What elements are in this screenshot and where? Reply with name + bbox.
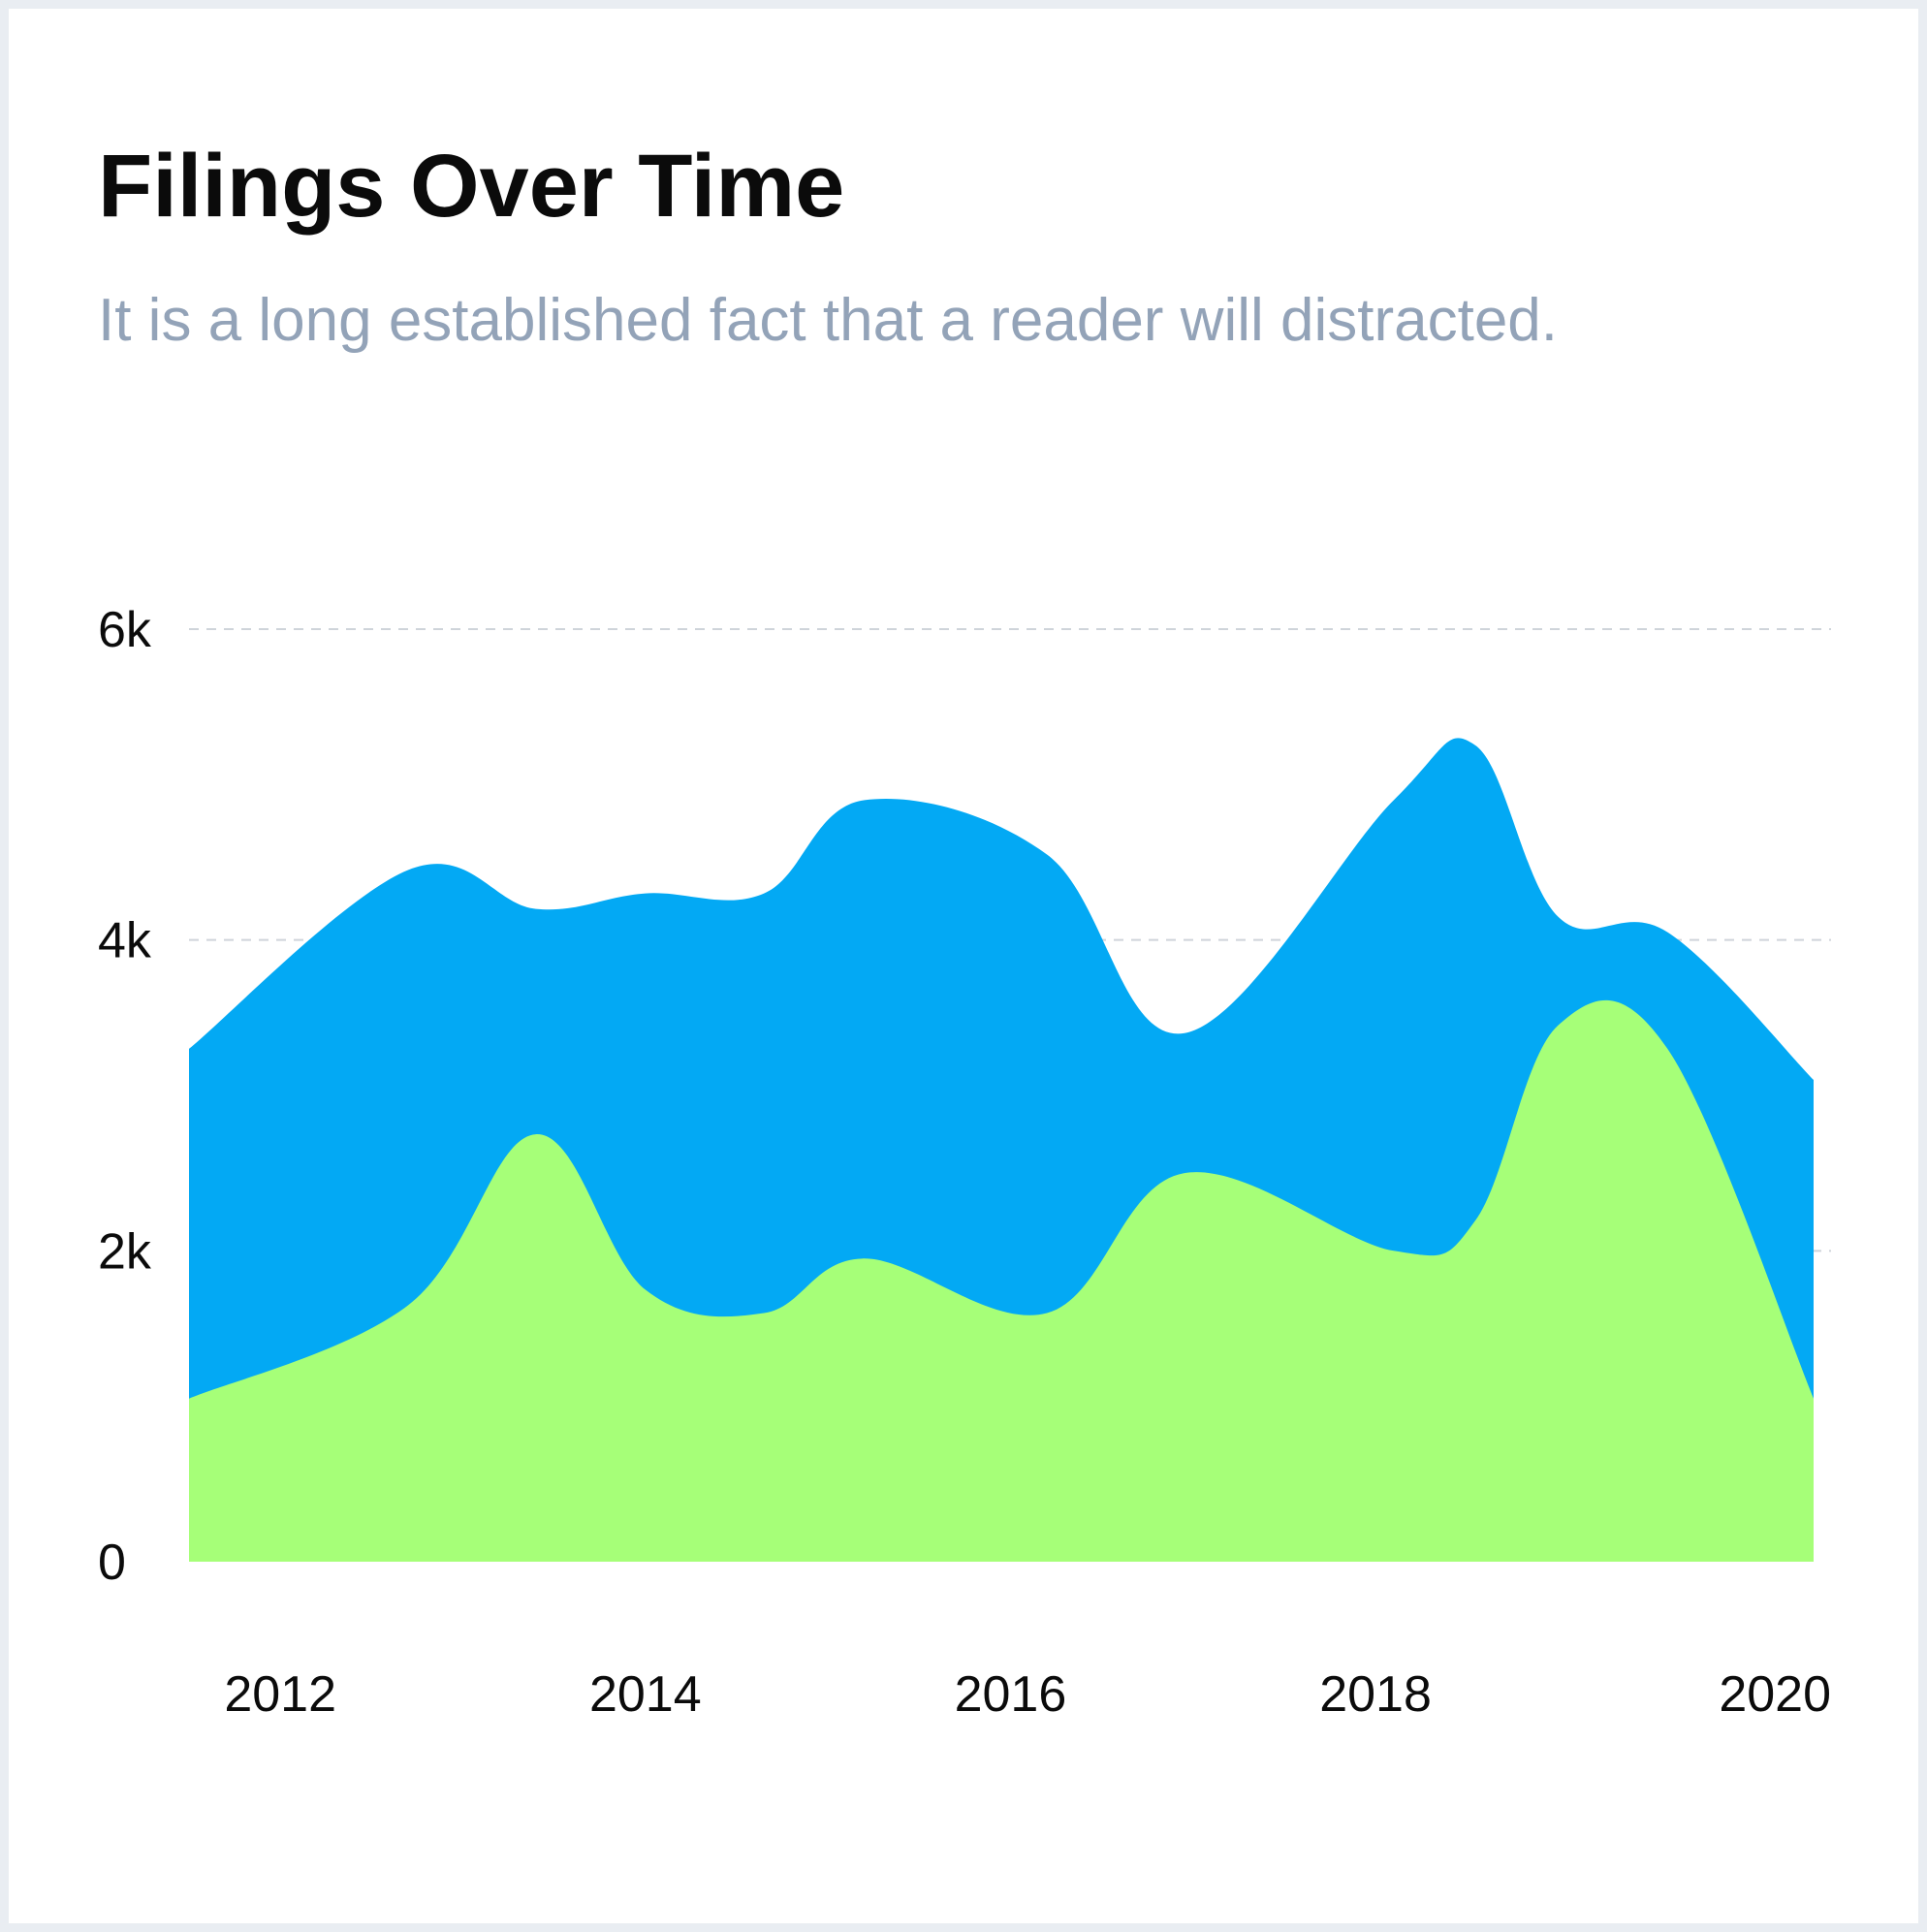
chart-card: Filings Over Time It is a long establish… bbox=[9, 9, 1918, 1923]
area-series-2 bbox=[189, 999, 1814, 1562]
x-tick-label-2016: 2016 bbox=[955, 1666, 1067, 1723]
x-tick-label-2012: 2012 bbox=[224, 1666, 336, 1723]
y-tick-label-4k: 4k bbox=[98, 913, 152, 969]
y-tick-label-2k: 2k bbox=[98, 1223, 152, 1280]
y-tick-label-0: 0 bbox=[98, 1535, 126, 1591]
chart-subtitle: It is a long established fact that a rea… bbox=[98, 287, 1559, 354]
x-tick-label-2018: 2018 bbox=[1319, 1666, 1432, 1723]
x-tick-label-2014: 2014 bbox=[589, 1666, 702, 1723]
y-tick-label-6k: 6k bbox=[98, 602, 152, 658]
x-tick-label-2020: 2020 bbox=[1719, 1666, 1831, 1723]
area-chart: 0 2k 4k 6k 2012 2014 2016 2018 2020 bbox=[98, 602, 1831, 1723]
chart-title: Filings Over Time bbox=[98, 137, 845, 236]
